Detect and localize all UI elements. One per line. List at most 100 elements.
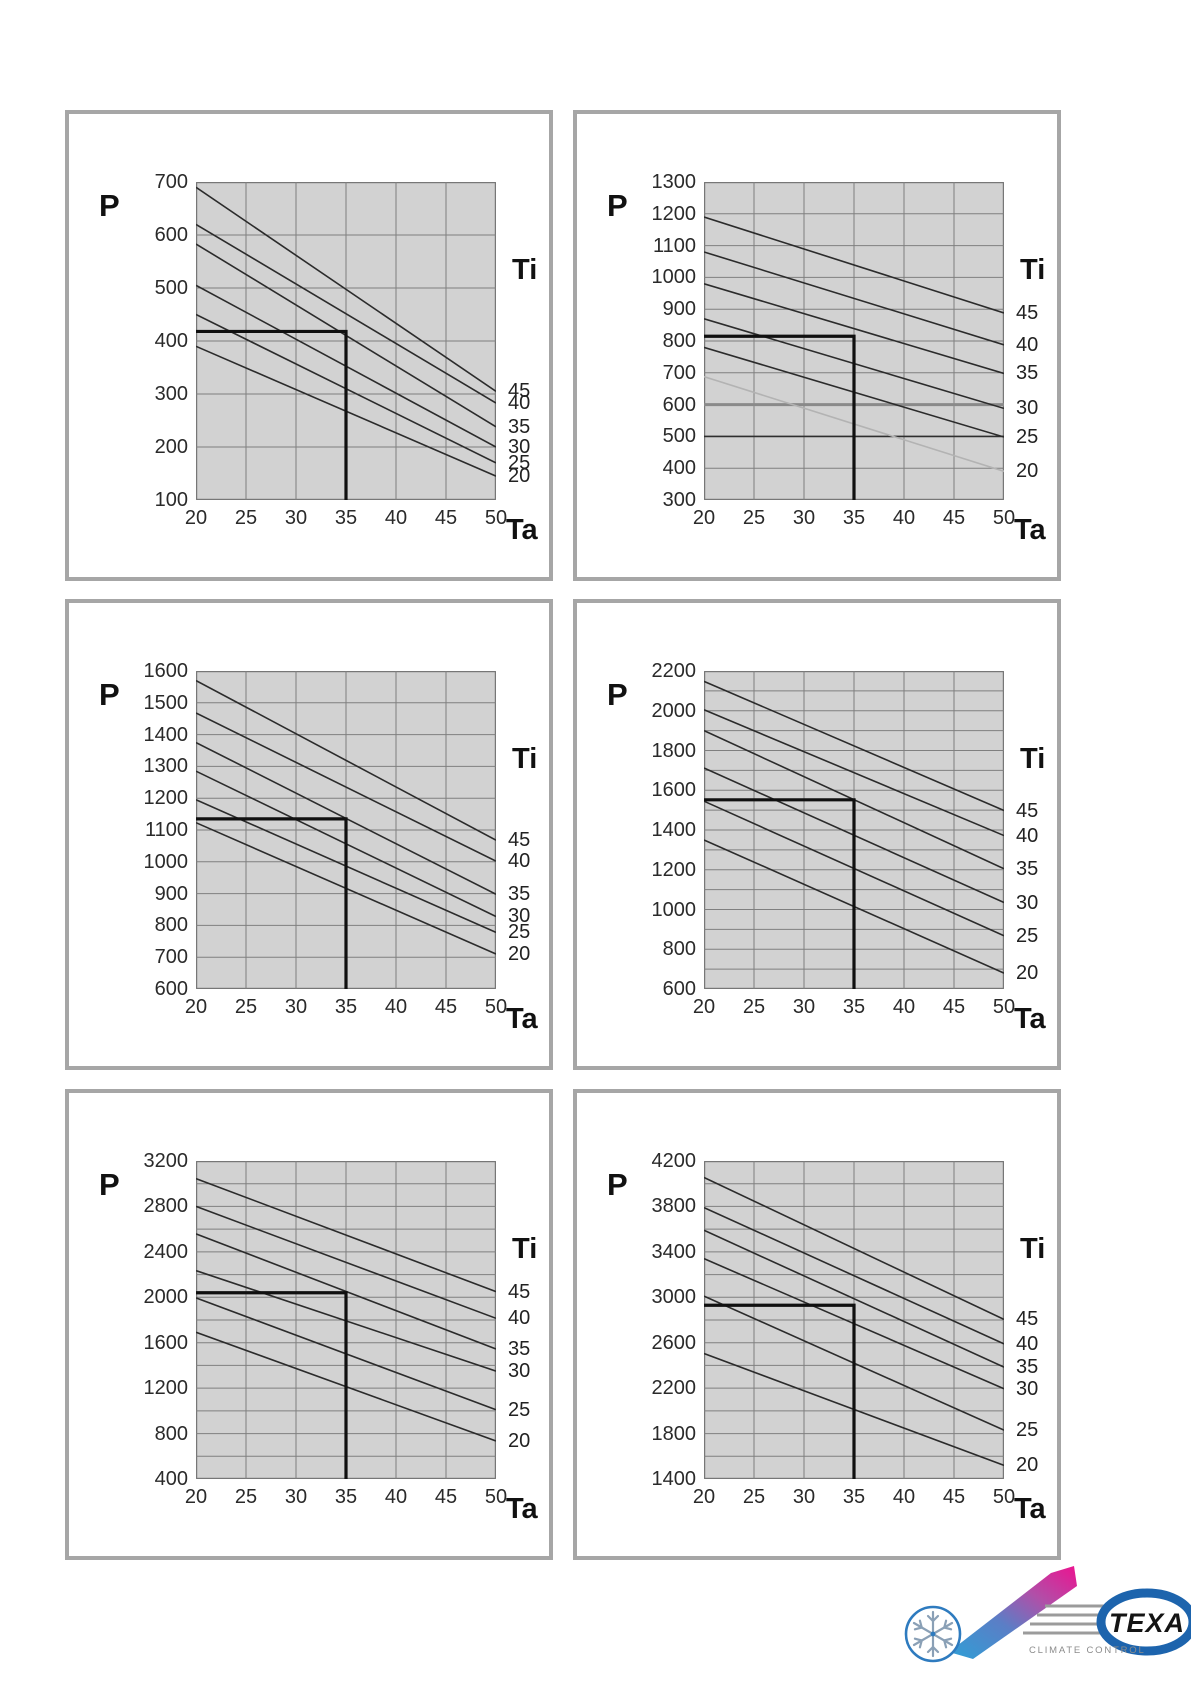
x-tick-label: 20 <box>692 996 716 1018</box>
y-tick-label: 300 <box>154 383 188 405</box>
y-tick-label: 1600 <box>651 779 697 802</box>
reading-marker-line <box>704 798 856 989</box>
ti-legend-title: Ti <box>512 1233 538 1265</box>
x-tick-label: 50 <box>484 996 508 1018</box>
ti-legend-value: 40 <box>1016 824 1039 847</box>
p-axis-label: P <box>99 677 120 712</box>
x-tick-label: 50 <box>484 507 508 529</box>
y-tick-label: 800 <box>154 1422 188 1445</box>
x-tick-label: 35 <box>334 507 358 529</box>
plot-svg <box>196 182 496 500</box>
ti-curve-line <box>704 1229 1004 1368</box>
x-tick-label: 30 <box>792 1486 816 1508</box>
ti-legend-value: 40 <box>508 392 531 414</box>
y-tick-label: 1400 <box>651 1468 697 1490</box>
y-tick-label: 4200 <box>651 1150 697 1172</box>
y-tick-label: 300 <box>662 489 696 511</box>
y-tick-label: 700 <box>154 171 188 193</box>
x-tick-label: 20 <box>692 1486 716 1508</box>
ti-legend-value: 45 <box>1016 1308 1039 1331</box>
reading-marker-line <box>704 334 856 500</box>
y-tick-label: 1600 <box>143 660 189 682</box>
x-tick-label: 20 <box>184 1486 208 1508</box>
y-tick-label: 3000 <box>651 1286 697 1309</box>
ti-curve-line <box>196 223 496 404</box>
x-tick-label: 35 <box>842 507 866 529</box>
y-tick-label: 2200 <box>651 1377 697 1400</box>
ti-legend-value: 45 <box>1016 799 1039 822</box>
ti-legend-value: 30 <box>508 1360 531 1383</box>
x-tick-label: 30 <box>284 507 308 529</box>
plot-svg <box>704 182 1004 500</box>
ti-legend-value: 20 <box>1016 1454 1039 1477</box>
p-axis-label: P <box>99 188 120 223</box>
y-tick-label: 600 <box>154 978 188 1000</box>
ti-legend-value: 25 <box>508 921 531 944</box>
y-tick-label: 2000 <box>143 1286 189 1309</box>
ti-legend-value: 20 <box>1016 460 1039 483</box>
ti-curve-line <box>704 251 1004 346</box>
ti-legend-value: 45 <box>1016 302 1039 325</box>
ta-axis-label: Ta <box>506 514 538 546</box>
x-tick-label: 45 <box>434 996 458 1018</box>
x-tick-label: 25 <box>742 996 766 1018</box>
chart-panel-3: P 1600 1500 1400 1300 1200 1100 1000 900 800 700 60… <box>65 599 553 1070</box>
y-tick-label: 500 <box>662 425 696 448</box>
ta-axis-label: Ta <box>1014 514 1046 546</box>
y-tick-label: 1500 <box>143 691 189 714</box>
ti-curve-line <box>196 1177 496 1293</box>
climate-control-text: CLIMATE CONTROL <box>1029 1645 1146 1656</box>
reading-marker-line <box>196 329 348 500</box>
x-tick-label: 25 <box>742 507 766 529</box>
y-tick-label: 2400 <box>143 1240 189 1263</box>
x-tick-label: 25 <box>234 1486 258 1508</box>
x-tick-label: 40 <box>892 507 916 529</box>
p-axis-label: P <box>607 1167 628 1202</box>
y-tick-label: 1000 <box>651 898 697 921</box>
y-tick-label: 1100 <box>144 819 188 841</box>
y-tick-label: 1400 <box>143 723 189 746</box>
ti-legend-value: 40 <box>508 850 531 873</box>
ti-legend-value: 25 <box>508 1398 531 1421</box>
ti-curve-line <box>196 1205 496 1320</box>
y-tick-label: 1200 <box>143 1377 189 1400</box>
plot-svg <box>704 1161 1004 1479</box>
p-axis-label: P <box>607 188 628 223</box>
x-tick-label: 25 <box>234 996 258 1018</box>
ti-legend-value: 25 <box>1016 924 1039 947</box>
ti-legend-value: 25 <box>508 451 531 474</box>
x-tick-label: 45 <box>434 507 458 529</box>
ti-legend-title: Ti <box>1020 254 1046 286</box>
x-tick-label: 20 <box>692 507 716 529</box>
texa-brand-text: TEXA <box>1109 1608 1185 1638</box>
y-tick-label: 1000 <box>651 266 697 289</box>
ti-legend-title: Ti <box>1020 1233 1046 1265</box>
x-tick-label: 35 <box>842 1486 866 1508</box>
ti-legend-value: 20 <box>508 1429 531 1452</box>
y-tick-label: 800 <box>662 938 696 961</box>
reading-marker-line <box>196 1291 348 1479</box>
y-tick-label: 3800 <box>651 1195 697 1218</box>
y-tick-label: 600 <box>662 978 696 1000</box>
y-tick-label: 2000 <box>651 699 697 722</box>
chart-panel-6: P 4200 3800 3400 3000 2600 2200 1800 1400 20 25 30 3… <box>573 1089 1061 1560</box>
ti-legend-value: 20 <box>508 465 531 488</box>
y-tick-label: 1200 <box>651 858 697 881</box>
x-tick-label: 25 <box>742 1486 766 1508</box>
ti-legend-value: 30 <box>1016 397 1039 420</box>
ti-legend-value: 40 <box>1016 1332 1039 1355</box>
ti-curve-line <box>704 680 1004 812</box>
texa-oval <box>1096 1588 1191 1656</box>
y-tick-label: 400 <box>154 1468 188 1490</box>
x-tick-label: 35 <box>842 996 866 1018</box>
ti-legend-value: 25 <box>1016 426 1039 449</box>
x-tick-label: 30 <box>284 1486 308 1508</box>
x-tick-label: 30 <box>284 996 308 1018</box>
ti-legend-value: 45 <box>508 380 531 403</box>
ti-curve-line <box>704 709 1004 837</box>
x-tick-label: 45 <box>942 507 966 529</box>
x-tick-label: 20 <box>184 507 208 529</box>
y-tick-label: 3200 <box>143 1150 189 1172</box>
y-tick-label: 700 <box>662 361 696 384</box>
